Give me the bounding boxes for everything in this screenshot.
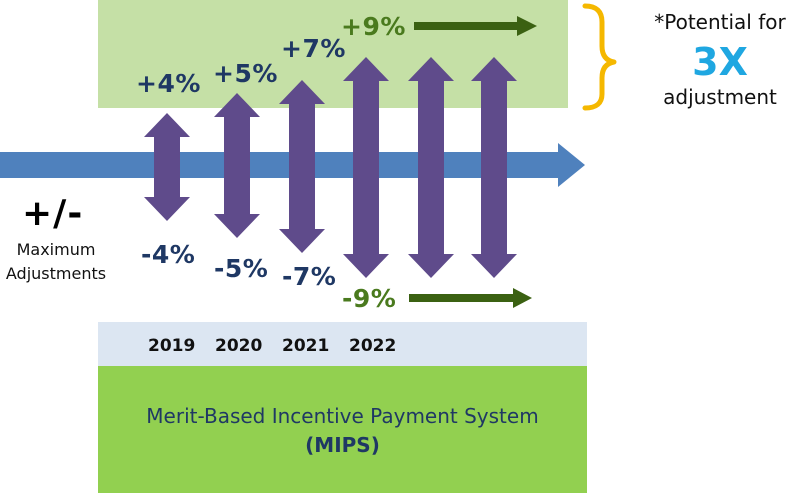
range-caption: Maximum Adjustments bbox=[0, 238, 112, 286]
range-caption-line-1: Maximum bbox=[16, 240, 96, 259]
range-label: +/- bbox=[22, 193, 84, 234]
positive-adjustment-2021: +7% bbox=[281, 34, 346, 63]
negative-adjustment-2020: -5% bbox=[214, 254, 269, 283]
potential-note-suffix: adjustment bbox=[663, 85, 777, 109]
potential-note: *Potential for bbox=[654, 10, 786, 34]
program-abbreviation: (MIPS) bbox=[305, 433, 380, 457]
positive-adjustment-2022: +9% bbox=[341, 12, 406, 41]
potential-multiplier: 3X bbox=[692, 40, 748, 84]
adjustment-arrow-2020 bbox=[214, 93, 260, 238]
year-band bbox=[98, 322, 587, 366]
adjustment-arrow-2019 bbox=[144, 113, 190, 221]
range-caption-line-2: Adjustments bbox=[5, 264, 107, 283]
positive-adjustment-2020: +5% bbox=[213, 59, 278, 88]
negative-continuation-arrow bbox=[409, 288, 532, 308]
adjustment-arrow-future-2 bbox=[471, 57, 517, 278]
positive-continuation-arrow bbox=[414, 16, 537, 36]
brace-icon bbox=[582, 3, 617, 111]
program-name: Merit-Based Incentive Payment System bbox=[146, 404, 539, 428]
program-band bbox=[98, 366, 587, 493]
negative-adjustment-2022: -9% bbox=[342, 284, 397, 313]
adjustment-arrow-future-1 bbox=[408, 57, 454, 278]
negative-adjustment-2021: -7% bbox=[282, 262, 337, 291]
year-2022: 2022 bbox=[349, 336, 397, 356]
adjustment-arrow-2021 bbox=[279, 80, 325, 253]
positive-adjustment-2019: +4% bbox=[136, 69, 201, 98]
negative-adjustment-2019: -4% bbox=[141, 240, 196, 269]
adjustment-arrow-2022 bbox=[343, 57, 389, 278]
year-2021: 2021 bbox=[282, 336, 330, 356]
year-2019: 2019 bbox=[148, 336, 196, 356]
year-2020: 2020 bbox=[215, 336, 263, 356]
